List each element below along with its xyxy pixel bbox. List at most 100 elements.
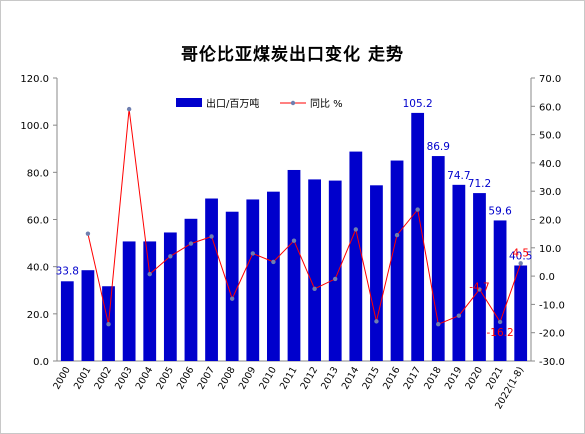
line-point xyxy=(209,234,214,239)
line-point xyxy=(168,254,173,259)
bar xyxy=(473,193,486,361)
y-right-tick-label: 30.0 xyxy=(539,187,561,198)
x-tick-label: 2021 xyxy=(484,365,506,391)
data-label: -16.2 xyxy=(487,327,514,339)
y-right-tick-label: -20.0 xyxy=(539,329,565,340)
line-point xyxy=(312,286,317,292)
x-tick-label: 2001 xyxy=(72,365,94,391)
bar xyxy=(143,241,157,361)
bar xyxy=(370,185,383,361)
line-point xyxy=(374,319,379,324)
line-point xyxy=(353,227,359,232)
data-label: 86.9 xyxy=(427,141,450,153)
bar xyxy=(411,112,425,361)
data-label: 33.8 xyxy=(56,265,79,277)
bar xyxy=(308,179,321,361)
line-point xyxy=(497,319,503,325)
line-point xyxy=(291,238,297,243)
line-series-yoy xyxy=(87,109,522,325)
y-right-tick-label: 20.0 xyxy=(539,216,561,227)
data-label: -4.7 xyxy=(469,281,490,293)
legend-swatch-bar xyxy=(176,98,202,107)
bar xyxy=(267,191,280,361)
bar xyxy=(514,265,528,361)
line-point xyxy=(271,259,276,265)
line-point xyxy=(85,231,91,236)
y-right-tick-label: 0.0 xyxy=(539,272,555,283)
bar xyxy=(60,281,74,361)
y-left-tick-label: 20.0 xyxy=(27,310,49,321)
y-right-tick-label: 60.0 xyxy=(539,102,561,113)
line-point xyxy=(333,276,338,282)
bar xyxy=(81,270,95,361)
y-left-tick-label: 80.0 xyxy=(27,168,49,179)
y-left-tick-label: 120.0 xyxy=(20,74,49,85)
y-right-tick-label: 10.0 xyxy=(539,244,561,255)
line-point xyxy=(518,261,523,266)
y-right-tick-label: 40.0 xyxy=(539,159,561,170)
x-tick-label: 2008 xyxy=(216,365,238,391)
y-left-tick-label: 100.0 xyxy=(20,121,49,132)
line-point xyxy=(456,313,462,318)
x-tick-label: 2000 xyxy=(51,365,73,391)
legend-swatch-marker xyxy=(290,100,296,106)
data-label: 4.5 xyxy=(512,247,529,259)
x-tick-label: 2007 xyxy=(196,365,218,391)
y-left-tick-label: 60.0 xyxy=(27,216,49,227)
x-tick-label: 2011 xyxy=(278,365,300,391)
x-tick-label: 2017 xyxy=(402,365,424,391)
y-right-tick-label: 70.0 xyxy=(539,74,561,85)
x-tick-label: 2009 xyxy=(237,365,259,391)
bar xyxy=(328,180,342,361)
x-tick-label: 2015 xyxy=(360,365,382,391)
bar xyxy=(349,151,363,361)
line-point xyxy=(147,271,152,277)
bar xyxy=(122,241,136,361)
x-tick-label: 2012 xyxy=(299,365,321,391)
y-left-tick-label: 0.0 xyxy=(33,357,49,368)
x-tick-label: 2020 xyxy=(463,365,485,391)
bar xyxy=(163,232,177,361)
x-tick-label: 2003 xyxy=(113,365,135,391)
line-point xyxy=(188,241,194,246)
x-tick-label: 2013 xyxy=(319,365,341,391)
bar xyxy=(184,218,198,361)
x-tick-label: 2002 xyxy=(92,365,114,391)
data-label: 74.7 xyxy=(447,170,470,182)
line-point xyxy=(126,106,132,112)
bar xyxy=(493,220,507,361)
data-label: 105.2 xyxy=(403,98,433,110)
y-right-tick-label: 50.0 xyxy=(539,131,561,142)
x-tick-label: 2010 xyxy=(257,365,279,391)
chart-title: 哥伦比亚煤炭出口变化 走势 xyxy=(181,45,404,65)
bar xyxy=(431,156,445,361)
x-tick-label: 2005 xyxy=(154,365,176,391)
data-label: 71.2 xyxy=(468,178,491,190)
line-point xyxy=(394,232,400,238)
line-point xyxy=(436,322,441,327)
line-point xyxy=(415,207,420,212)
bar xyxy=(287,169,301,361)
line-point xyxy=(477,287,482,292)
legend-label-line: 同比 % xyxy=(310,98,343,110)
legend-label-bar: 出口/百万吨 xyxy=(206,97,259,110)
x-tick-label: 2004 xyxy=(134,365,156,391)
line-point xyxy=(229,296,235,301)
bar xyxy=(225,211,239,361)
x-tick-label: 2018 xyxy=(422,365,444,391)
x-tick-label: 2014 xyxy=(340,365,362,391)
y-right-tick-label: -10.0 xyxy=(539,300,565,311)
x-tick-label: 2006 xyxy=(175,365,197,391)
y-right-tick-label: -30.0 xyxy=(539,357,565,368)
bar xyxy=(246,199,260,361)
x-tick-label: 2016 xyxy=(381,365,403,391)
bar xyxy=(390,160,404,361)
data-label: 59.6 xyxy=(488,205,512,217)
y-left-tick-label: 40.0 xyxy=(27,263,49,274)
line-point xyxy=(106,322,111,327)
bar xyxy=(452,184,466,361)
bar xyxy=(205,198,218,361)
data-label: 40.5 xyxy=(509,250,532,262)
x-tick-label: 2019 xyxy=(443,365,465,391)
